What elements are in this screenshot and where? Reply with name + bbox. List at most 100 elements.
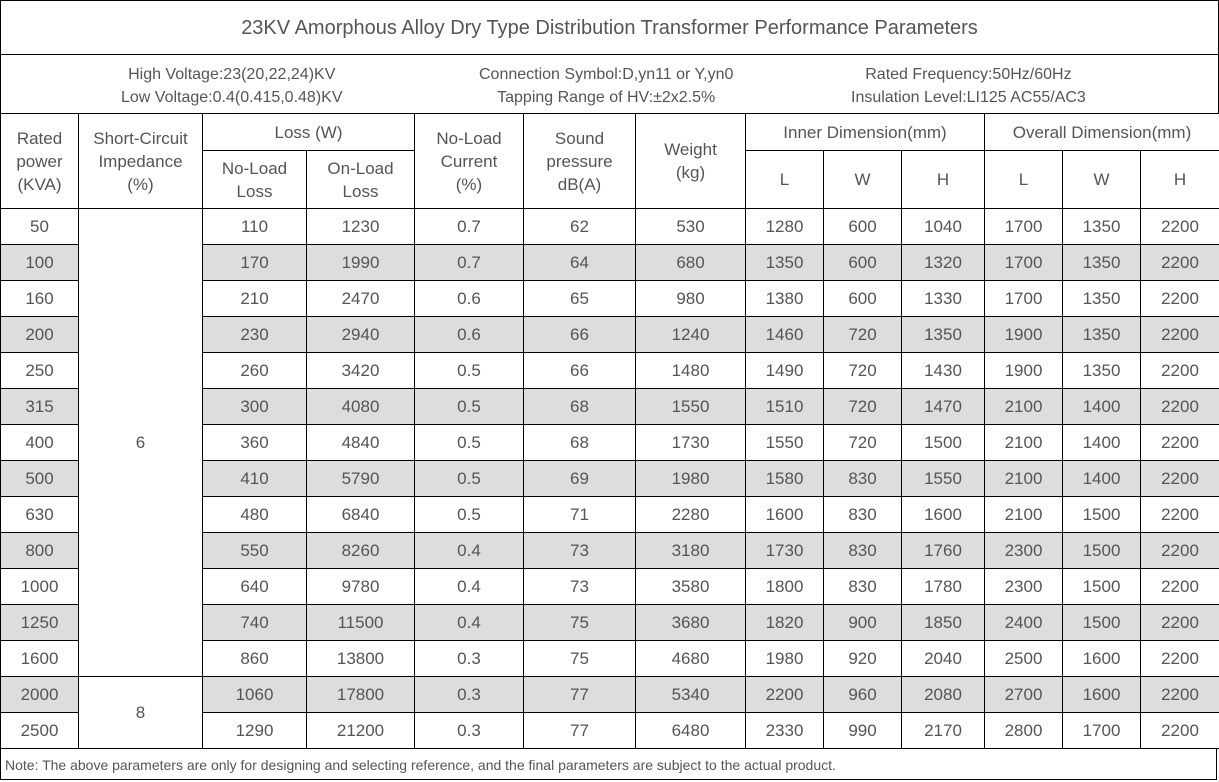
table-cell: 1350 bbox=[745, 244, 824, 281]
table-cell: 1480 bbox=[635, 352, 746, 389]
table-cell: 1700 bbox=[1062, 712, 1141, 749]
table-cell: 1350 bbox=[901, 316, 985, 353]
table-cell: 1250 bbox=[0, 604, 79, 641]
table-cell: 1550 bbox=[901, 460, 985, 497]
table-cell: 1980 bbox=[745, 640, 824, 677]
table-cell: 13800 bbox=[306, 640, 415, 677]
page-title: 23KV Amorphous Alloy Dry Type Distributi… bbox=[0, 0, 1219, 54]
table-cell: 640 bbox=[202, 568, 307, 605]
table-cell: 1500 bbox=[1062, 496, 1141, 533]
table-cell: 77 bbox=[523, 712, 636, 749]
table-cell: 600 bbox=[823, 208, 902, 245]
table-cell: 17800 bbox=[306, 676, 415, 713]
table-cell: 2040 bbox=[901, 640, 985, 677]
table-cell: 0.3 bbox=[414, 676, 524, 713]
footnote: Note: The above parameters are only for … bbox=[0, 749, 1217, 780]
table-cell: 1780 bbox=[901, 568, 985, 605]
table-cell: 170 bbox=[202, 244, 307, 281]
table-cell: 68 bbox=[523, 388, 636, 425]
table-cell: 600 bbox=[823, 244, 902, 281]
table-cell: 920 bbox=[823, 640, 902, 677]
table-cell: 3420 bbox=[306, 352, 415, 389]
connection-symbol-text: Connection Symbol:D,yn11 or Y,yn0 bbox=[479, 66, 734, 83]
header-loss: Loss (W) bbox=[202, 113, 415, 151]
table-cell: 1350 bbox=[1062, 316, 1141, 353]
header-overall-h: H bbox=[1140, 150, 1219, 209]
table-cell: 3180 bbox=[635, 532, 746, 569]
table-cell: 1400 bbox=[1062, 388, 1141, 425]
table-cell: 1350 bbox=[1062, 244, 1141, 281]
table-cell: 1280 bbox=[745, 208, 824, 245]
table-row: 500 410 5790 0.5 69 1980 1580 830 1550 2100 1400 22… bbox=[0, 460, 1219, 497]
table-cell: 720 bbox=[823, 424, 902, 461]
table-cell: 73 bbox=[523, 532, 636, 569]
header-no-load-loss: No-Load Loss bbox=[202, 150, 307, 209]
table-cell: 2300 bbox=[984, 568, 1063, 605]
table-row: 1600 860 13800 0.3 75 4680 1980 920 2040 2500 1600… bbox=[0, 640, 1219, 677]
high-voltage-text: High Voltage:23(20,22,24)KV bbox=[128, 66, 336, 83]
table-cell: 1760 bbox=[901, 532, 985, 569]
table-row: 315 300 4080 0.5 68 1550 1510 720 1470 2100 1400 22… bbox=[0, 388, 1219, 425]
table-cell: 62 bbox=[523, 208, 636, 245]
table-cell: 4080 bbox=[306, 388, 415, 425]
table-cell: 2470 bbox=[306, 280, 415, 317]
table-cell: 0.5 bbox=[414, 460, 524, 497]
table-row: 1000 640 9780 0.4 73 3580 1800 830 1780 2300 1500 2… bbox=[0, 568, 1219, 605]
table-cell: 2200 bbox=[1140, 244, 1219, 281]
table-cell: 2000 bbox=[0, 676, 79, 713]
table-cell: 0.4 bbox=[414, 604, 524, 641]
table-cell: 1800 bbox=[745, 568, 824, 605]
table-cell: 830 bbox=[823, 460, 902, 497]
table-cell: 5790 bbox=[306, 460, 415, 497]
insulation-level-text: Insulation Level:LI125 AC55/AC3 bbox=[851, 89, 1086, 106]
table-cell: 1600 bbox=[745, 496, 824, 533]
table-cell: 2200 bbox=[1140, 640, 1219, 677]
table-cell: 73 bbox=[523, 568, 636, 605]
table-cell: 66 bbox=[523, 352, 636, 389]
table-cell: 9780 bbox=[306, 568, 415, 605]
table-cell: 250 bbox=[0, 352, 79, 389]
table-cell: 2200 bbox=[1140, 424, 1219, 461]
table-cell: 2300 bbox=[984, 532, 1063, 569]
header-overall-w: W bbox=[1062, 150, 1141, 209]
table-cell: 2200 bbox=[1140, 460, 1219, 497]
table-cell: 1700 bbox=[984, 280, 1063, 317]
header-on-load-loss: On-Load Loss bbox=[306, 150, 415, 209]
table-cell: 75 bbox=[523, 604, 636, 641]
table-cell: 1600 bbox=[0, 640, 79, 677]
table-row: 50 6 110 1230 0.7 62 530 1280 600 1040 1700 1350 220… bbox=[0, 208, 1219, 677]
table-cell: 1500 bbox=[1062, 568, 1141, 605]
table-cell: 1400 bbox=[1062, 460, 1141, 497]
table-cell: 550 bbox=[202, 532, 307, 569]
table-row: 160 210 2470 0.6 65 980 1380 600 1330 1700 1350 220… bbox=[0, 280, 1219, 317]
table-cell: 200 bbox=[0, 316, 79, 353]
table-cell: 1600 bbox=[1062, 640, 1141, 677]
table-cell: 2500 bbox=[984, 640, 1063, 677]
table-cell: 1350 bbox=[1062, 352, 1141, 389]
table-cell: 4840 bbox=[306, 424, 415, 461]
table-cell: 800 bbox=[0, 532, 79, 569]
table-row: 800 550 8260 0.4 73 3180 1730 830 1760 2300 1500 22… bbox=[0, 532, 1219, 569]
spec-info-band: High Voltage:23(20,22,24)KV Low Voltage:… bbox=[0, 54, 1219, 113]
table-cell: 66 bbox=[523, 316, 636, 353]
table-cell: 2100 bbox=[984, 424, 1063, 461]
table-row: 200 230 2940 0.6 66 1240 1460 720 1350 1900 1350 22… bbox=[0, 316, 1219, 353]
table-cell: 720 bbox=[823, 388, 902, 425]
table-cell: 210 bbox=[202, 280, 307, 317]
table-cell: 2200 bbox=[1140, 280, 1219, 317]
table-cell: 6840 bbox=[306, 496, 415, 533]
header-overall-l: L bbox=[984, 150, 1063, 209]
table-cell: 3680 bbox=[635, 604, 746, 641]
table-cell: 830 bbox=[823, 568, 902, 605]
table-cell: 0.6 bbox=[414, 316, 524, 353]
table-cell: 0.5 bbox=[414, 388, 524, 425]
table-cell: 830 bbox=[823, 532, 902, 569]
table-cell: 3580 bbox=[635, 568, 746, 605]
table-cell: 1550 bbox=[635, 388, 746, 425]
table-cell: 68 bbox=[523, 424, 636, 461]
table-cell: 8260 bbox=[306, 532, 415, 569]
table-cell: 2200 bbox=[1140, 532, 1219, 569]
table-cell: 1500 bbox=[1062, 532, 1141, 569]
table-cell: 0.6 bbox=[414, 280, 524, 317]
table-cell: 2700 bbox=[984, 676, 1063, 713]
